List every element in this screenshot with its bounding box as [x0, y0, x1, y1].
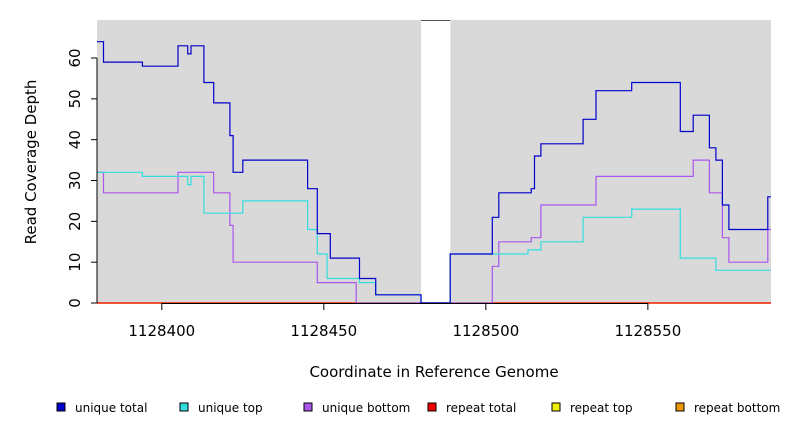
y-tick-label: 50	[66, 89, 84, 108]
legend-swatch-repeat-top	[551, 402, 561, 412]
legend-swatch-unique-top	[179, 402, 189, 412]
plot-background-right	[450, 20, 771, 303]
y-axis: 0 10 20 30 40 50 60	[66, 48, 98, 308]
x-tick-label: 1128400	[128, 322, 195, 340]
y-tick-label: 60	[66, 48, 84, 67]
plot-background-left	[97, 20, 422, 303]
legend-swatch-repeat-total	[427, 402, 437, 412]
legend-swatch-unique-bottom	[303, 402, 313, 412]
legend-label-repeat-top: repeat top	[570, 401, 633, 415]
y-tick-label: 0	[66, 298, 84, 308]
series-line-unique-bottom	[97, 159, 771, 304]
y-tick-label: 40	[66, 130, 84, 149]
x-tick-label: 1128500	[452, 322, 519, 340]
legend-label-unique-top: unique top	[198, 401, 263, 415]
legend-label-unique-bottom: unique bottom	[322, 401, 410, 415]
x-axis: 1128400 1128450 1128500 1128550	[128, 303, 681, 340]
legend: unique total unique top unique bottom repea…	[56, 401, 780, 415]
x-axis-title: Coordinate in Reference Genome	[309, 363, 558, 381]
legend-swatch-unique-total	[56, 402, 66, 412]
x-tick-label: 1128450	[290, 322, 357, 340]
legend-label-repeat-bottom: repeat bottom	[694, 401, 780, 415]
y-tick-label: 20	[66, 212, 84, 231]
legend-swatch-repeat-bottom	[675, 402, 685, 412]
y-tick-label: 10	[66, 253, 84, 272]
legend-label-unique-total: unique total	[75, 401, 147, 415]
y-tick-label: 30	[66, 171, 84, 190]
legend-label-repeat-total: repeat total	[446, 401, 516, 415]
plot-gap	[421, 20, 451, 303]
y-axis-title: Read Coverage Depth	[22, 80, 40, 245]
x-tick-label: 1128550	[614, 322, 681, 340]
